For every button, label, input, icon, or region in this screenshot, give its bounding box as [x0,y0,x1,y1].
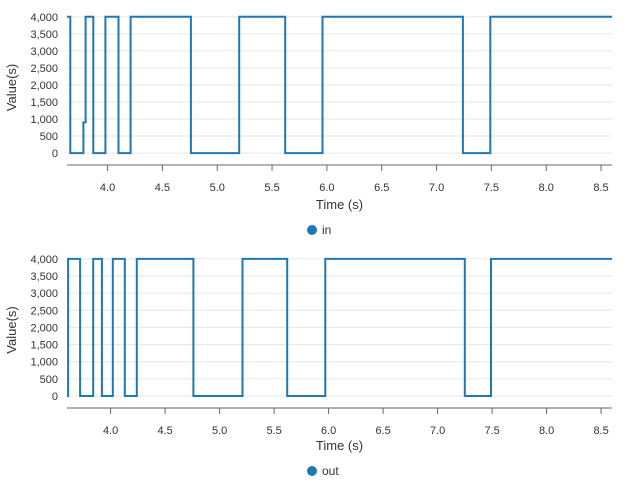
y-tick-labels: 0 500 1,000 1,500 2,000 2,500 3,000 3,500 4,000 [30,254,58,403]
legend-label: in [322,223,331,237]
y-tick-label: 2,000 [30,80,58,92]
y-tick-label: 500 [40,131,58,143]
x-ticks [110,408,602,414]
x-tick-label: 8.0 [539,182,554,194]
chart-in: 05001,0001,5002,0002,5003,0003,5004,000 … [4,12,612,237]
x-tick-labels: 4.0 4.5 5.0 5.5 6.0 6.5 7.0 7.5 8.0 8.5 [103,425,609,437]
x-tick-label: 7.5 [484,182,499,194]
chart-out: 05001,0001,5002,0002,5003,0003,5004,000 … [4,254,612,478]
x-tick-label: 6.5 [375,425,390,437]
y-tick-label: 1,500 [30,97,58,109]
y-tick-label: 0 [52,148,58,160]
x-tick-label: 6.5 [374,182,389,194]
y-tick-labels: 0 500 1,000 1,500 2,000 2,500 3,000 3,500 4,000 [30,12,58,160]
x-tick-labels: 4.0 4.5 5.0 5.5 6.0 6.5 7.0 7.5 8.0 8.5 [100,182,609,194]
y-tick-label: 2,000 [30,322,58,334]
x-tick-label: 7.5 [484,425,499,437]
y-tick-label: 1,000 [30,357,58,369]
x-tick-label: 4.0 [103,425,118,437]
y-tick-label: 3,000 [30,288,58,300]
y-grid-lines [67,258,612,397]
x-tick-label: 5.0 [210,182,225,194]
x-ticks [107,165,602,171]
y-tick-label: 3,500 [30,271,58,283]
x-tick-label: 6.0 [319,182,334,194]
x-tick-label: 8.0 [539,425,554,437]
y-tick-label: 1,500 [30,340,58,352]
y-tick-label: 4,000 [30,254,58,266]
x-tick-label: 5.5 [264,182,279,194]
legend-marker [307,225,317,235]
x-tick-label: 4.5 [157,425,172,437]
y-tick-label: 3,000 [30,46,58,58]
legend-item-in[interactable]: in [307,223,331,237]
legend-item-out[interactable]: out [307,464,339,478]
y-tick-label: 500 [40,374,58,386]
y-tick-label: 2,500 [30,63,58,75]
x-tick-label: 5.0 [212,425,227,437]
x-tick-label: 7.0 [430,425,445,437]
y-axis-title: Value(s) [4,306,19,353]
legend-marker [307,466,317,476]
x-axis-title: Time (s) [316,438,363,453]
series-line-in [67,15,612,155]
x-tick-label: 8.5 [593,182,608,194]
x-tick-label: 4.0 [100,182,115,194]
y-tick-label: 3,500 [30,29,58,41]
x-tick-label: 8.5 [593,425,608,437]
y-grid-lines [67,16,612,154]
y-tick-label: 2,500 [30,305,58,317]
y-axis-title: Value(s) [4,64,19,111]
x-tick-label: 7.0 [429,182,444,194]
x-tick-label: 6.0 [321,425,336,437]
y-tick-label: 1,000 [30,114,58,126]
y-tick-label: 4,000 [30,12,58,24]
series-line-out [67,257,612,397]
y-tick-label: 0 [52,391,58,403]
x-tick-label: 4.5 [155,182,170,194]
x-tick-label: 5.5 [266,425,281,437]
x-axis-title: Time (s) [316,197,363,212]
legend-label: out [322,464,339,478]
